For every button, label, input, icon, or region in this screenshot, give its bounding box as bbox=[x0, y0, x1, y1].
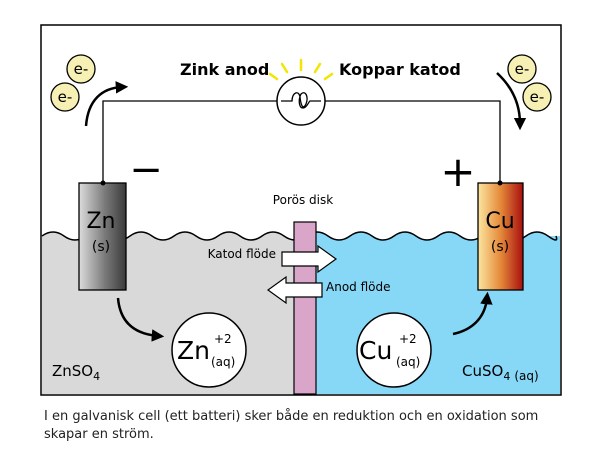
svg-text:e-: e- bbox=[515, 60, 530, 78]
zinc-anode-label: Zink anod bbox=[180, 60, 269, 79]
anode-flow-arrow bbox=[266, 275, 323, 305]
zinc-electrode-state: (s) bbox=[92, 239, 110, 255]
zinc-ion: Zn +2 (aq) bbox=[171, 312, 247, 388]
porous-disk-label: Porös disk bbox=[273, 193, 333, 207]
electron-icon: e- bbox=[507, 54, 537, 84]
electron-icon: e- bbox=[66, 54, 96, 84]
minus-sign: − bbox=[129, 147, 163, 193]
left-solution-label: ZnSO4 bbox=[52, 362, 100, 383]
electron-flow-arrow-left bbox=[84, 81, 129, 127]
copper-ion: Cu +2 (aq) bbox=[356, 312, 432, 388]
copper-ion-symbol: Cu bbox=[359, 336, 392, 365]
cathode-flow-label: Katod flöde bbox=[208, 247, 276, 261]
electron-icon: e- bbox=[50, 82, 80, 112]
anode-flow-label: Anod flöde bbox=[326, 280, 391, 294]
zinc-electrode-symbol: Zn bbox=[86, 209, 115, 234]
plus-sign: + bbox=[440, 147, 475, 196]
copper-ion-state: (aq) bbox=[396, 355, 420, 369]
wire-left bbox=[102, 100, 277, 183]
copper-electrode-state: (s) bbox=[491, 239, 509, 255]
svg-text:e-: e- bbox=[74, 60, 89, 78]
zinc-electrode: Zn (s) bbox=[78, 180, 127, 291]
galvanic-cell-diagram: Porös disk Katod flöde Anod flöde Zink a… bbox=[40, 24, 562, 396]
svg-text:e-: e- bbox=[58, 88, 73, 106]
cathode-flow-arrow bbox=[281, 244, 338, 274]
copper-ion-charge: +2 bbox=[399, 332, 417, 346]
zinc-ion-symbol: Zn bbox=[177, 336, 210, 365]
copper-electrode-symbol: Cu bbox=[485, 209, 514, 234]
zinc-ion-arrow bbox=[116, 297, 165, 342]
copper-cathode-label: Koppar katod bbox=[339, 60, 461, 79]
wire-right bbox=[325, 100, 501, 183]
electron-icon: e- bbox=[522, 82, 552, 112]
zinc-ion-state: (aq) bbox=[211, 355, 235, 369]
copper-ion-arrow bbox=[452, 291, 493, 336]
zinc-ion-charge: +2 bbox=[214, 332, 232, 346]
copper-electrode: Cu (s) bbox=[477, 180, 524, 291]
porous-disk bbox=[293, 221, 317, 395]
figure-caption: I en galvanisk cell (ett batteri) sker b… bbox=[44, 409, 539, 442]
svg-text:e-: e- bbox=[530, 88, 545, 106]
electron-flow-arrow-right bbox=[496, 72, 527, 131]
right-solution-label: CuSO4 (aq) bbox=[462, 362, 539, 383]
light-bulb-icon bbox=[268, 58, 334, 126]
